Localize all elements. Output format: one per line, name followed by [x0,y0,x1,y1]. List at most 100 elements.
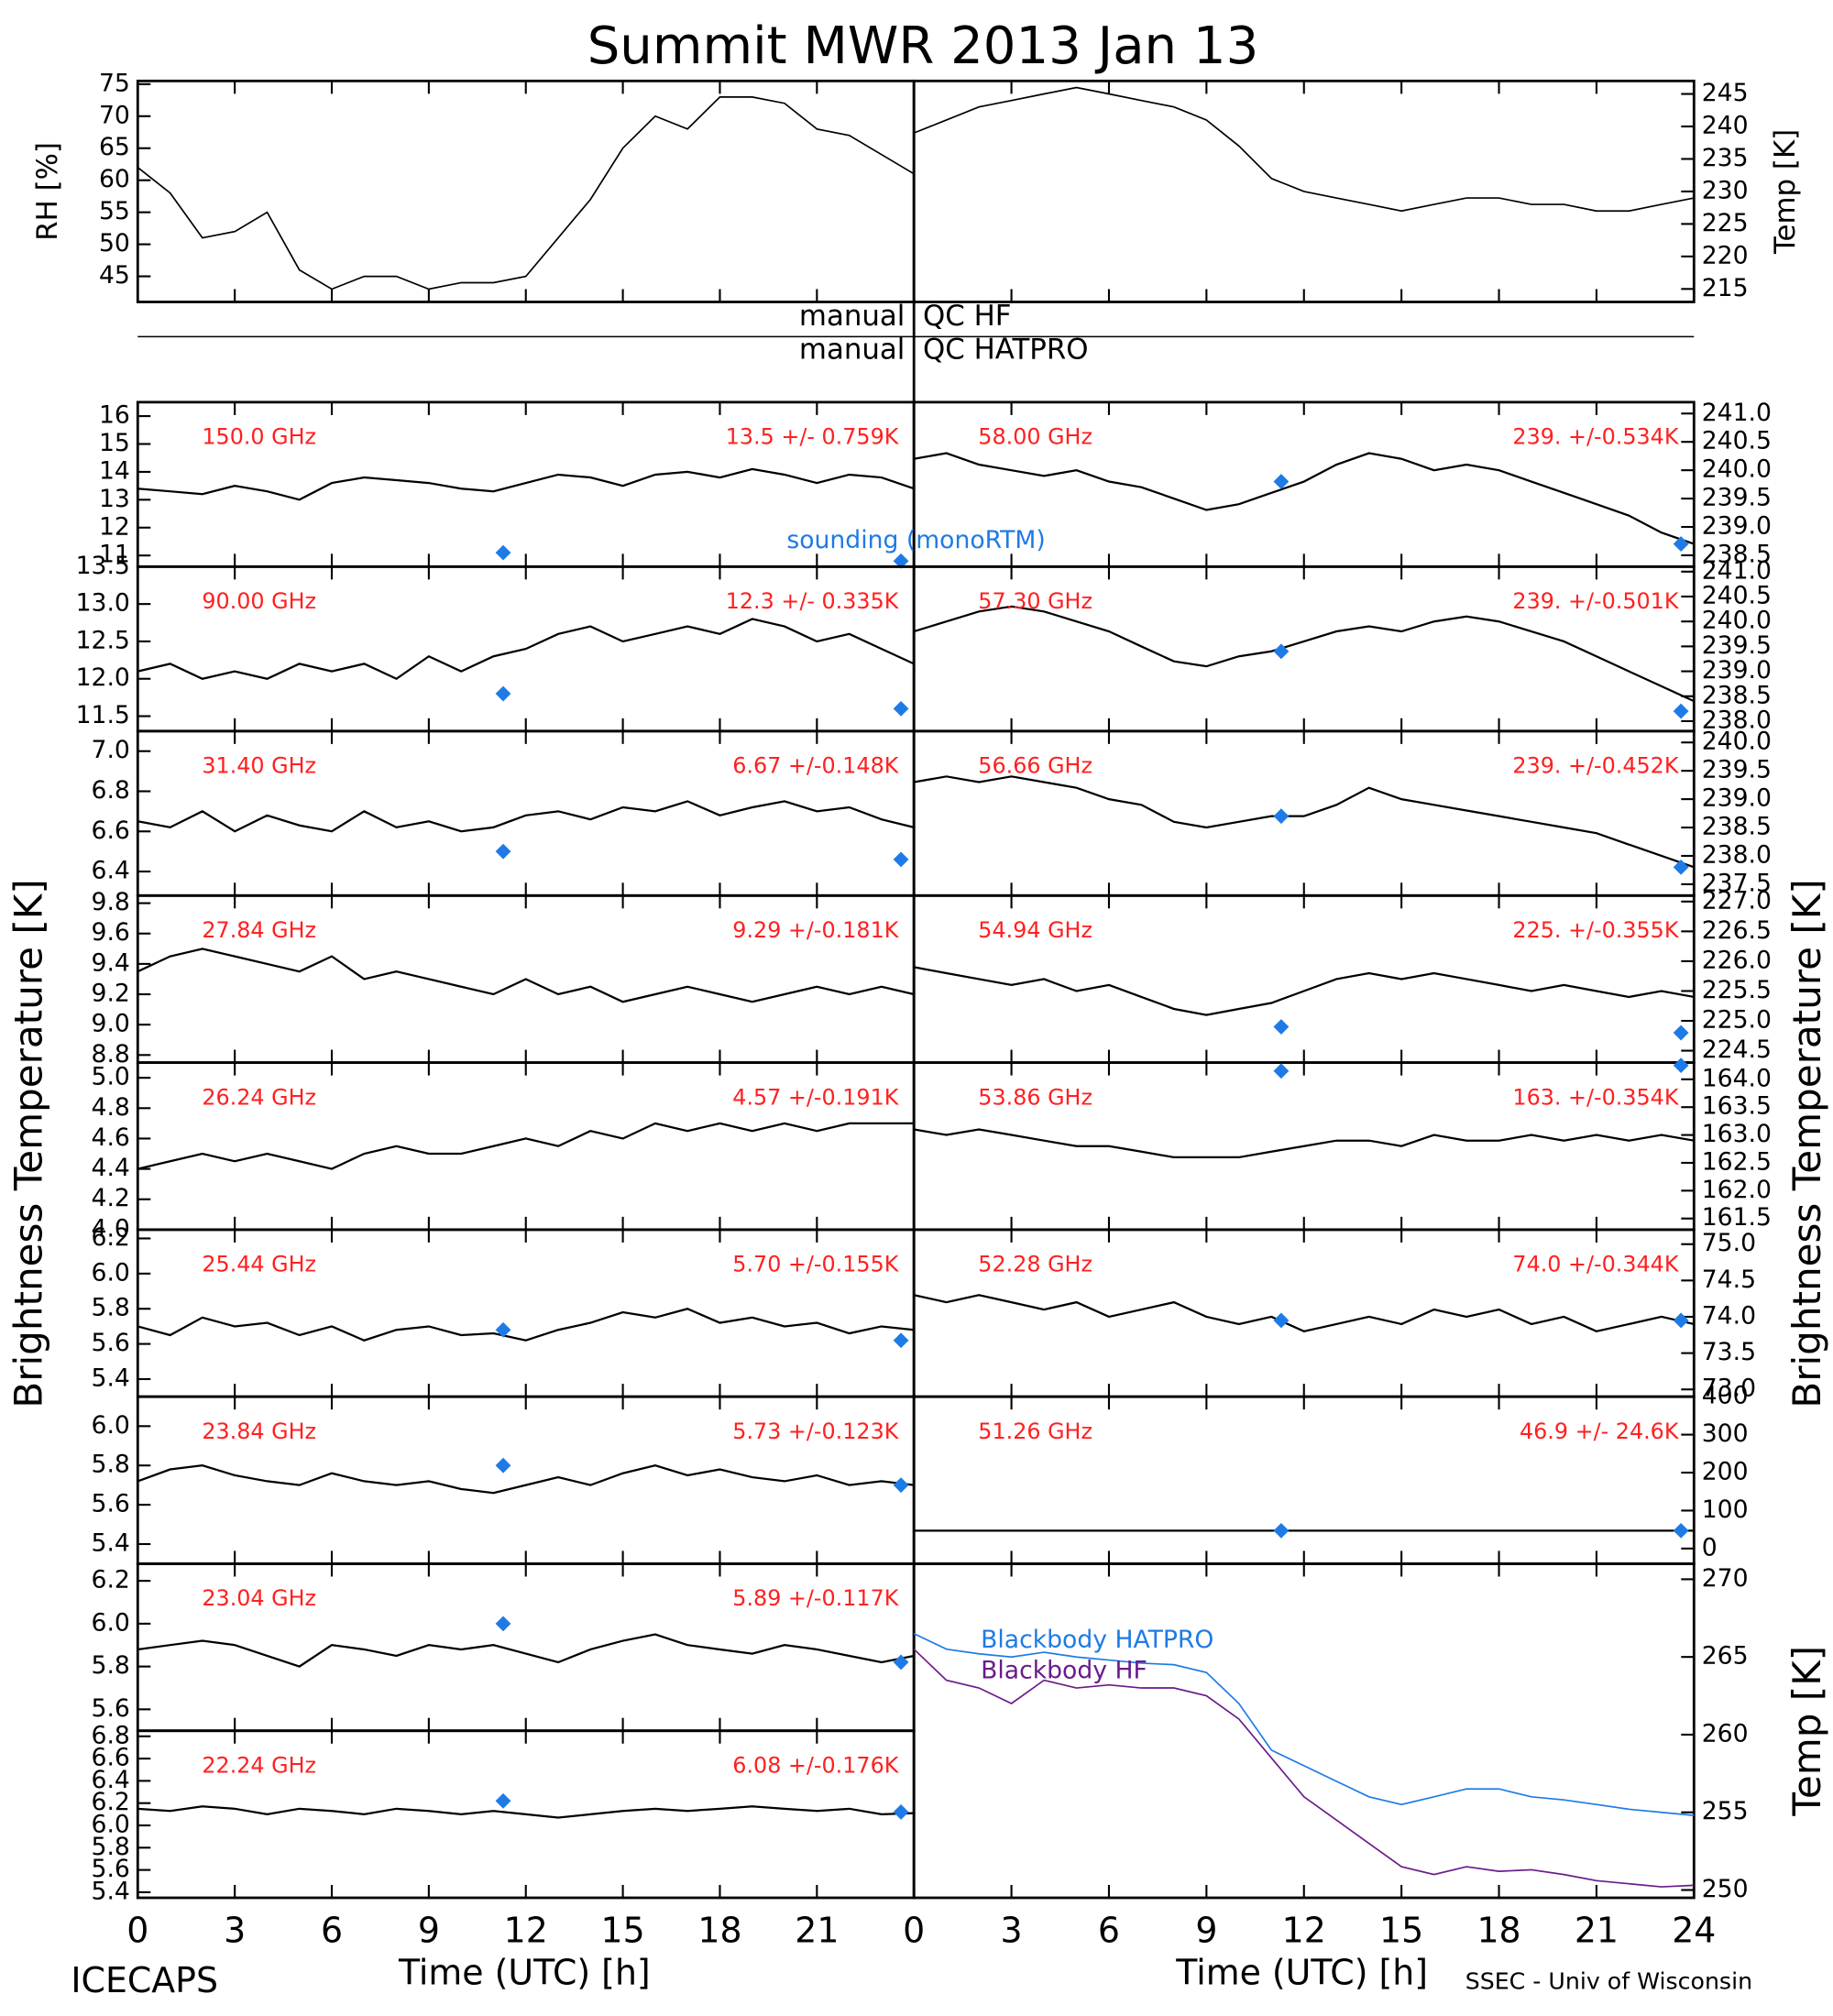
y-tick-label: 13.5 [76,552,130,580]
y-tick-label: 240.0 [1702,728,1772,756]
y-tick-label: 245 [1702,79,1749,107]
sounding-marker [893,1654,909,1671]
y-axis-title: Temp [K] [1784,1646,1829,1817]
y-tick-label: 162.0 [1702,1176,1772,1204]
channel-stats: 74.0 +/-0.344K [1512,1252,1679,1277]
sounding-marker [1273,1312,1290,1329]
y-tick-label: 75.0 [1702,1229,1756,1257]
sounding-marker [1673,1024,1689,1041]
channel-stats: 5.89 +/-0.117K [732,1585,899,1611]
y-tick-label: 239.0 [1702,784,1772,813]
y-tick-label: 4.4 [92,1154,130,1182]
y-tick-label: 239.0 [1702,512,1772,541]
sounding-marker [1673,859,1689,875]
y-tick-label: 6.2 [92,1788,130,1816]
y-tick-label: 226.0 [1702,946,1772,974]
y-tick-label: 235 [1702,144,1749,172]
y-tick-label: 11 [99,541,130,569]
qc-label: QC HATPRO [923,333,1089,366]
x-tick-label: 12 [1282,1910,1326,1950]
x-axis-title: Time (UTC) [h] [1175,1953,1428,1993]
y-tick-label: 230 [1702,176,1749,204]
y-tick-label: 162.5 [1702,1147,1772,1176]
channel-label: 22.24 GHz [202,1752,316,1778]
y-tick-label: 238.5 [1702,540,1772,568]
y-tick-label: 60 [99,165,130,193]
data-line [137,1464,915,1495]
x-tick-label: 3 [224,1910,246,1950]
y-tick-label: 5.6 [92,1694,130,1723]
y-tick-label: 50 [99,229,130,257]
channel-stats: 225. +/-0.355K [1512,917,1679,943]
y-tick-label: 227.0 [1702,886,1772,915]
channel-label: 57.30 GHz [978,588,1092,614]
channel-stats: 6.08 +/-0.176K [732,1752,899,1778]
x-tick-label: 21 [795,1910,839,1950]
y-tick-label: 4.2 [92,1184,130,1212]
y-tick-label: 260 [1702,1719,1749,1748]
y-tick-label: 11.5 [76,701,130,729]
channel-stats: 239. +/-0.452K [1512,753,1679,779]
data-line [914,452,1695,545]
data-line [913,86,1695,213]
y-tick-label: 239.5 [1702,631,1772,660]
data-line [913,966,1695,1016]
y-tick-label: 255 [1702,1797,1749,1825]
channel-stats: 4.57 +/-0.191K [732,1084,899,1110]
y-tick-label: 9.6 [92,918,130,947]
y-tick-label: 6.4 [92,1766,130,1794]
y-tick-label: 240.5 [1702,427,1772,455]
y-tick-label: 200 [1702,1458,1749,1486]
y-tick-label: 6.2 [92,1566,130,1594]
y-tick-label: 5.4 [92,1877,130,1905]
x-tick-label: 21 [1575,1910,1619,1950]
channel-label: 56.66 GHz [978,753,1092,779]
y-axis-title: Temp [K] [1769,129,1802,255]
y-tick-label: 9.4 [92,948,130,977]
y-tick-label: 8.8 [92,1040,130,1068]
channel-label: 58.00 GHz [978,424,1092,450]
y-tick-label: 6.0 [92,1258,130,1287]
qc-label: manual [799,333,905,366]
x-tick-label: 12 [504,1910,548,1950]
y-tick-label: 6.4 [92,857,130,885]
y-tick-label: 163.0 [1702,1120,1772,1148]
y-tick-label: 0 [1702,1533,1718,1561]
data-line [137,467,915,501]
y-tick-label: 225.5 [1702,976,1772,1004]
sounding-legend: sounding (monoRTM) [786,526,1045,554]
data-line [913,1294,1695,1332]
y-tick-label: 240 [1702,111,1749,139]
channel-label: 31.40 GHz [202,753,316,779]
y-tick-label: 300 [1702,1419,1749,1448]
channel-stats: 12.3 +/- 0.335K [726,588,900,614]
x-tick-label: 18 [1476,1910,1520,1950]
channel-label: 53.86 GHz [978,1084,1092,1110]
qc-label: manual [799,300,905,333]
y-tick-label: 5.8 [92,1833,130,1861]
title: Summit MWR 2013 Jan 13 [587,16,1259,76]
y-tick-label: 238.0 [1702,840,1772,869]
data-line [137,96,915,290]
y-tick-label: 240.0 [1702,607,1772,635]
data-line [137,1633,915,1668]
legend-label: Blackbody HF [981,1657,1147,1685]
y-tick-label: 45 [99,261,130,290]
y-tick-label: 15 [99,429,130,457]
y-tick-label: 9.2 [92,980,130,1008]
y-tick-label: 70 [99,101,130,129]
y-tick-label: 4.0 [92,1214,130,1243]
y-tick-label: 226.5 [1702,916,1772,945]
y-tick-label: 5.4 [92,1364,130,1392]
channel-stats: 5.70 +/-0.155K [732,1252,899,1277]
y-tick-label: 6.8 [92,776,130,805]
channel-label: 23.84 GHz [202,1419,316,1444]
y-tick-label: 164.0 [1702,1064,1772,1092]
data-line [913,1649,1695,1888]
y-tick-label: 9.0 [92,1010,130,1038]
data-line [137,800,915,833]
y-tick-label: 163.5 [1702,1092,1772,1121]
sounding-marker [1673,1522,1689,1539]
